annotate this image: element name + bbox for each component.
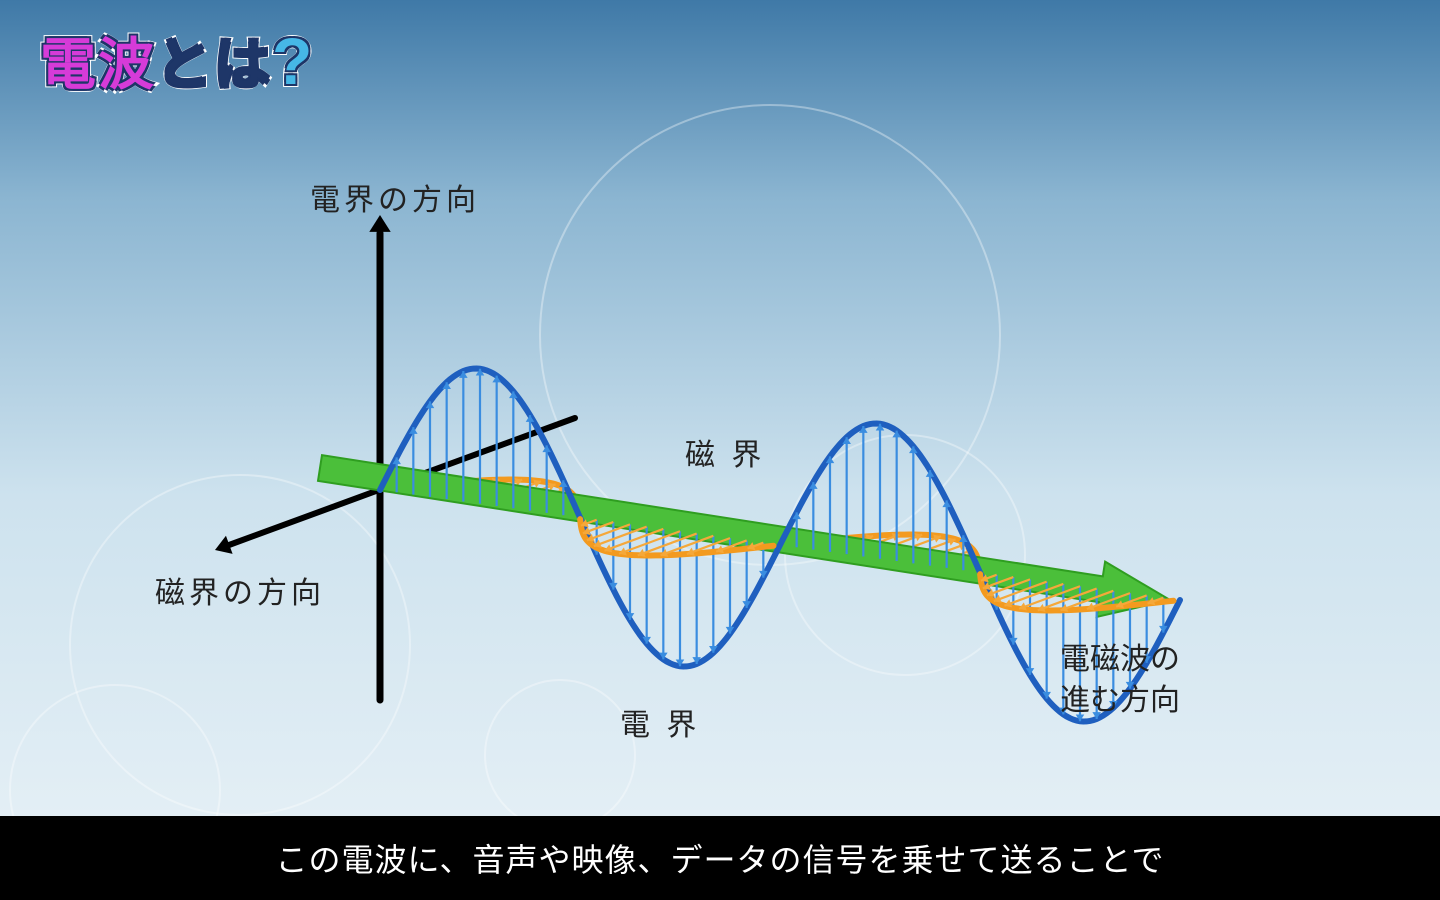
caption-bar: この電波に、音声や映像、データの信号を乗せて送ることで xyxy=(0,816,1440,900)
stage: 電波とは? 電界の方向 磁界の方向 磁 界 電 界 電磁波の 進む方向 この電波… xyxy=(0,0,1440,900)
caption-text: この電波に、音声や映像、データの信号を乗せて送ることで xyxy=(275,835,1164,881)
label-electric-field: 電 界 xyxy=(620,700,700,744)
label-magnetic-axis: 磁界の方向 xyxy=(155,568,325,612)
em-wave-diagram xyxy=(0,0,1440,816)
label-magnetic-field: 磁 界 xyxy=(685,430,765,474)
label-propagation-line1: 電磁波の xyxy=(1060,643,1180,676)
label-propagation-direction: 電磁波の 進む方向 xyxy=(1060,640,1180,721)
label-propagation-line2: 進む方向 xyxy=(1060,684,1180,717)
label-electric-axis: 電界の方向 xyxy=(310,175,480,219)
